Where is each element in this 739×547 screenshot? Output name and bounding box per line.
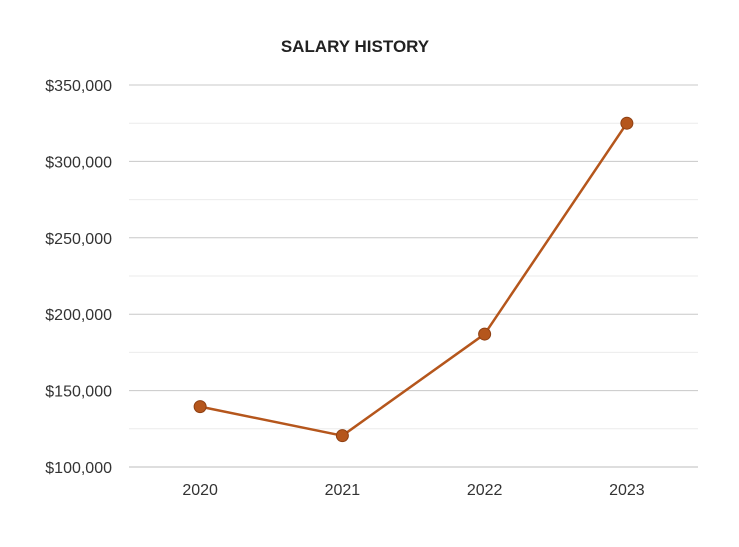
y-tick-label: $250,000 (45, 231, 112, 248)
chart-title: SALARY HISTORY (281, 37, 430, 56)
y-tick-label: $150,000 (45, 384, 112, 401)
y-tick-label: $300,000 (45, 154, 112, 171)
series-layer (193, 116, 634, 443)
series-line (199, 122, 628, 437)
y-tick-label: $200,000 (45, 307, 112, 324)
data-point (335, 429, 349, 443)
x-tick-label: 2020 (182, 482, 218, 499)
data-point (620, 116, 634, 130)
x-tick-label: 2023 (609, 482, 645, 499)
data-point (478, 327, 492, 341)
x-axis-ticks: 2020 2021 2022 2023 (182, 482, 644, 499)
y-tick-label: $100,000 (45, 460, 112, 477)
x-tick-label: 2021 (325, 482, 361, 499)
gridlines (129, 84, 698, 468)
x-tick-label: 2022 (467, 482, 503, 499)
y-axis-ticks: $100,000 $150,000 $200,000 $250,000 $300,000… (45, 78, 112, 477)
y-tick-label: $350,000 (45, 78, 112, 95)
data-point (193, 400, 207, 414)
